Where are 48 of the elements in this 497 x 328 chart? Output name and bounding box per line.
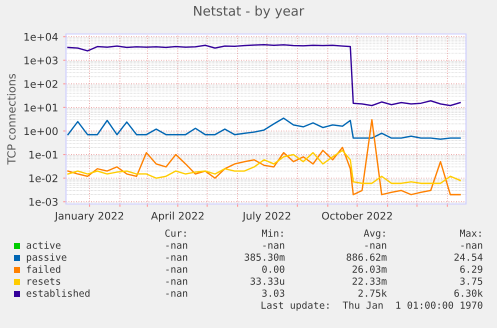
y-tick-label: 1e-01 [29, 150, 58, 159]
line-series [67, 150, 461, 184]
text: -nan [365, 243, 386, 249]
y-tick-label: 1e+03 [24, 56, 58, 64]
x-tick-label: April 2022 [151, 212, 204, 222]
text: 33.33u [250, 277, 284, 285]
line-series [67, 44, 461, 106]
legend-label: failed [26, 265, 60, 273]
y-tick-label: 1e-02 [29, 174, 58, 182]
text: Min: [262, 229, 283, 237]
text: Last update: Thu Jan 1 01:00:00 1970 [262, 301, 482, 311]
text: Avg: [364, 230, 385, 239]
legend-label: active [26, 241, 61, 249]
text: -nan [263, 243, 284, 249]
text: 22.33m [352, 277, 387, 285]
text: 3.03 [262, 289, 284, 297]
text: Cur: [165, 229, 186, 237]
text: -nan [166, 267, 188, 273]
text: 0.00 [262, 265, 284, 273]
x-tick-label: January 2022 [54, 212, 124, 222]
x-tick-label: October 2022 [322, 212, 392, 220]
text: 24.54 [454, 253, 483, 261]
legend-label: passive [26, 253, 66, 263]
line-series [67, 117, 461, 140]
text: 3.75 [460, 277, 482, 285]
y-tick-label: 1e+02 [24, 80, 58, 88]
text: -nan [166, 255, 188, 261]
text: -nan [461, 243, 482, 249]
y-tick-label: 1e+04 [24, 32, 58, 41]
text: 385.30m [244, 253, 285, 261]
line-series [67, 119, 461, 196]
chart-title: Netstat - by year [194, 6, 304, 18]
text: -nan [166, 291, 188, 297]
text: -nan [166, 243, 188, 249]
text: 2.75k [358, 289, 387, 297]
legend-label: resets [28, 278, 60, 285]
text: 6.29 [460, 265, 482, 273]
x-tick-label: July 2022 [242, 212, 290, 222]
text: 6.30k [454, 289, 483, 297]
text: 26.03m [352, 265, 387, 273]
text: Max: [460, 230, 481, 237]
text: 886.62m [346, 253, 387, 261]
y-tick-label: 1e-03 [29, 198, 58, 206]
y-tick-label: 1e+00 [24, 127, 58, 136]
y-tick-label: 1e+01 [24, 104, 58, 112]
y-axis-title: TCP connections [7, 74, 16, 165]
legend-label: established [26, 289, 90, 297]
text: -nan [166, 279, 188, 285]
